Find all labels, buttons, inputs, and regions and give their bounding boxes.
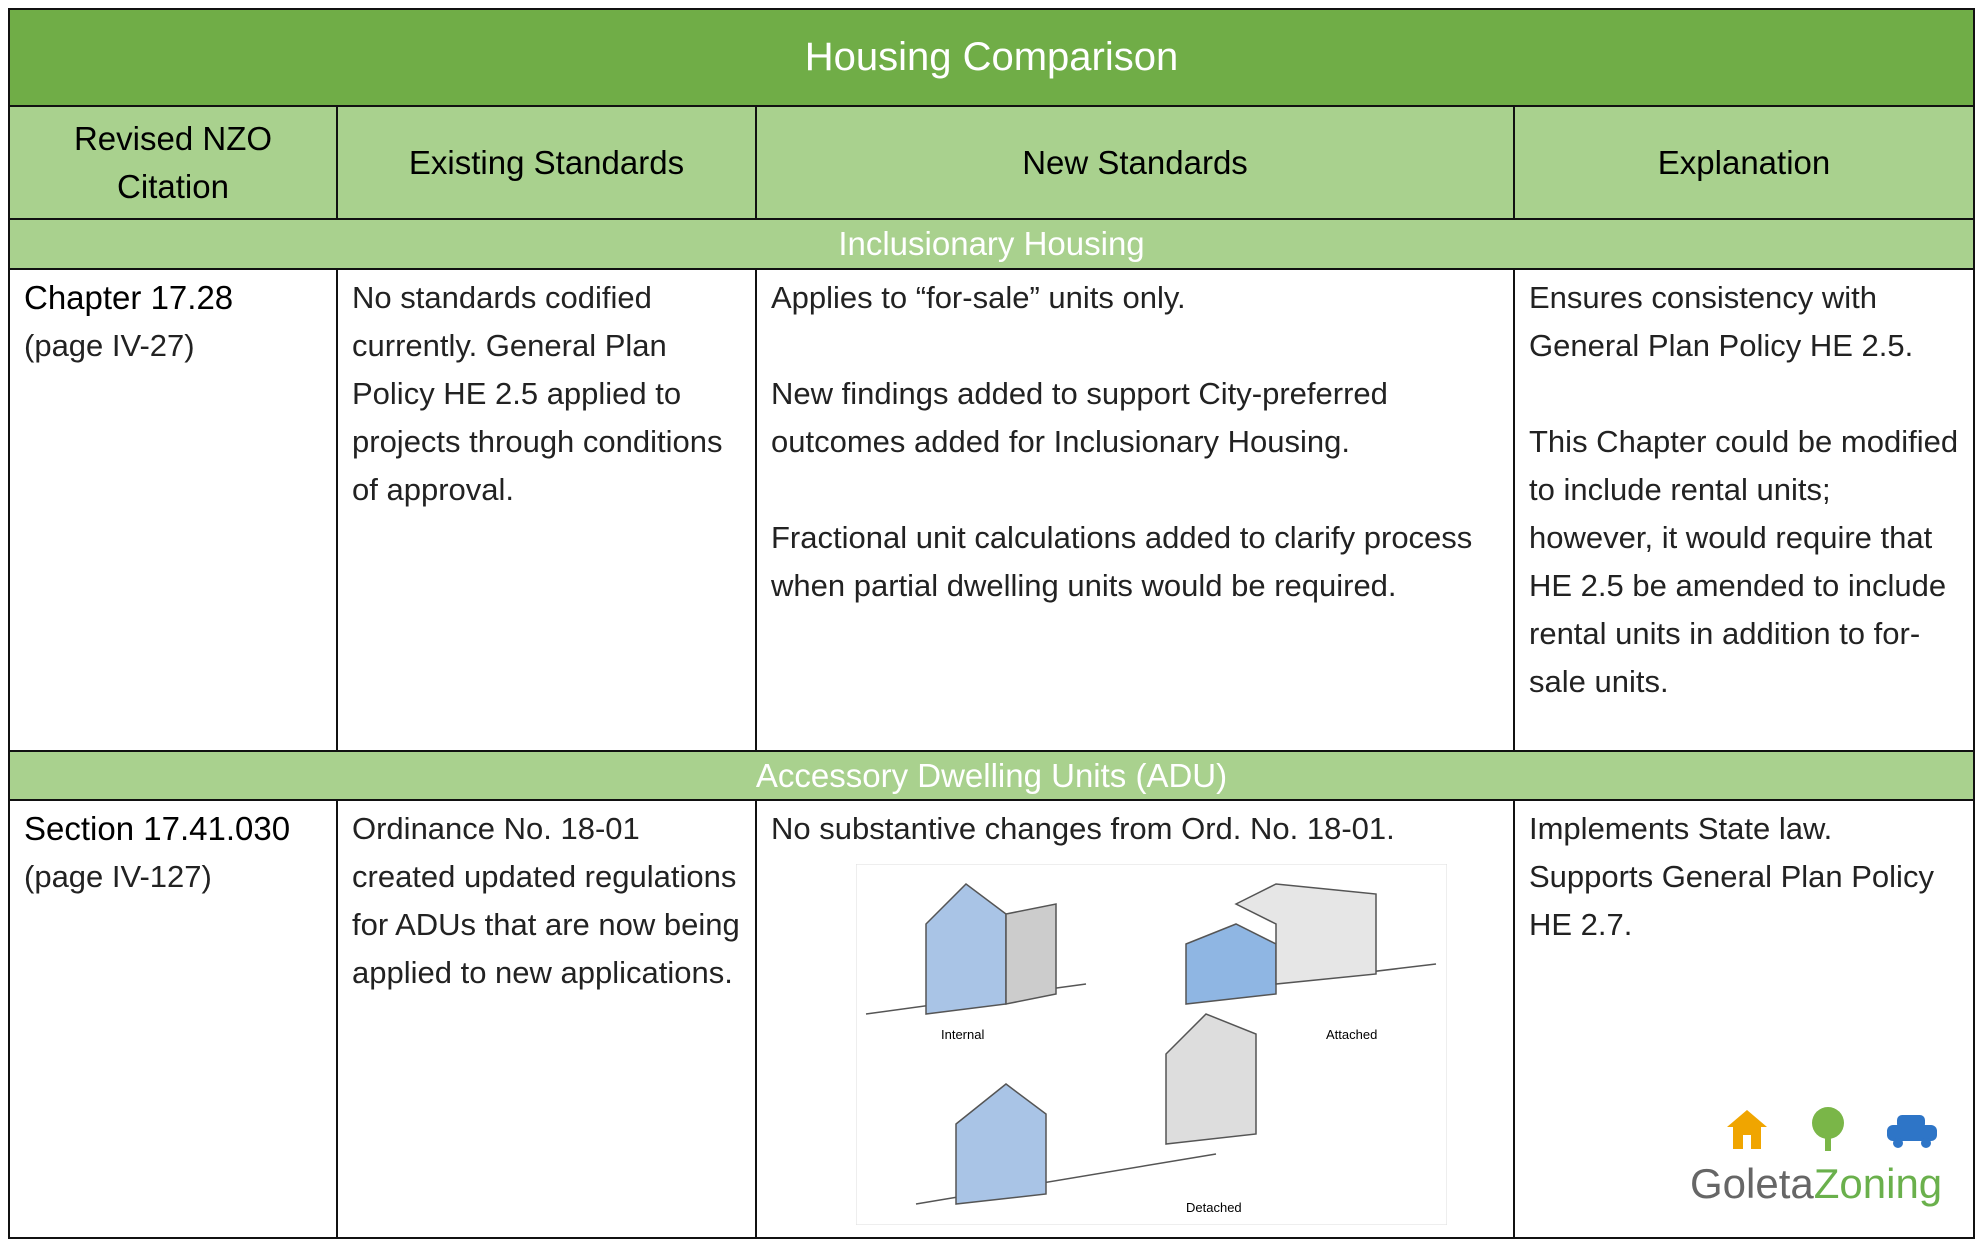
logo-icons — [1727, 1107, 1937, 1151]
paragraph: Applies to “for-sale” units only. — [771, 280, 1186, 315]
paragraph: Fractional unit calculations added to cl… — [771, 520, 1473, 603]
cell: Section 17.41.030 (page IV-127) — [8, 799, 338, 1239]
header-cell: Explanation — [1513, 105, 1975, 220]
paragraph: No standards codified currently. General… — [352, 280, 723, 507]
section-heading: Accessory Dwelling Units (ADU) — [8, 750, 1975, 801]
header-cell: Existing Standards — [336, 105, 757, 220]
page-ref: (page IV-127) — [24, 859, 212, 894]
logo-text: Zoning — [1813, 1160, 1943, 1207]
paragraph: Ensures consistency with General Plan Po… — [1529, 280, 1914, 363]
paragraph: Implements State law. Supports General P… — [1529, 811, 1934, 942]
adu-illustration: Internal Attached Detached — [856, 864, 1447, 1225]
logo: GoletaZoning — [1690, 1160, 1942, 1208]
table-title: Housing Comparison — [8, 8, 1975, 107]
cell: No standards codified currently. General… — [336, 268, 757, 752]
cell: Chapter 17.28 (page IV-27) — [8, 268, 338, 752]
paragraph: No substantive changes from Ord. No. 18-… — [771, 811, 1395, 846]
citation: Section 17.41.030 — [24, 810, 291, 847]
header-cell: Revised NZO Citation — [8, 105, 338, 220]
figure-caption: Attached — [1326, 1027, 1377, 1042]
paragraph: New findings added to support City-prefe… — [771, 376, 1388, 459]
figure-caption: Internal — [941, 1027, 984, 1042]
header-cell: New Standards — [755, 105, 1515, 220]
cell: Ordinance No. 18-01 created updated regu… — [336, 799, 757, 1239]
logo-text: Goleta — [1690, 1160, 1814, 1207]
cell: Applies to “for-sale” units only. New fin… — [755, 268, 1515, 752]
citation: Chapter 17.28 — [24, 279, 234, 316]
section-heading: Inclusionary Housing — [8, 218, 1975, 270]
paragraph: This Chapter could be modified to includ… — [1529, 424, 1959, 699]
page-ref: (page IV-27) — [24, 328, 195, 363]
paragraph: Ordinance No. 18-01 created updated regu… — [352, 811, 740, 990]
cell: Ensures consistency with General Plan Po… — [1513, 268, 1975, 752]
figure-caption: Detached — [1186, 1200, 1242, 1215]
